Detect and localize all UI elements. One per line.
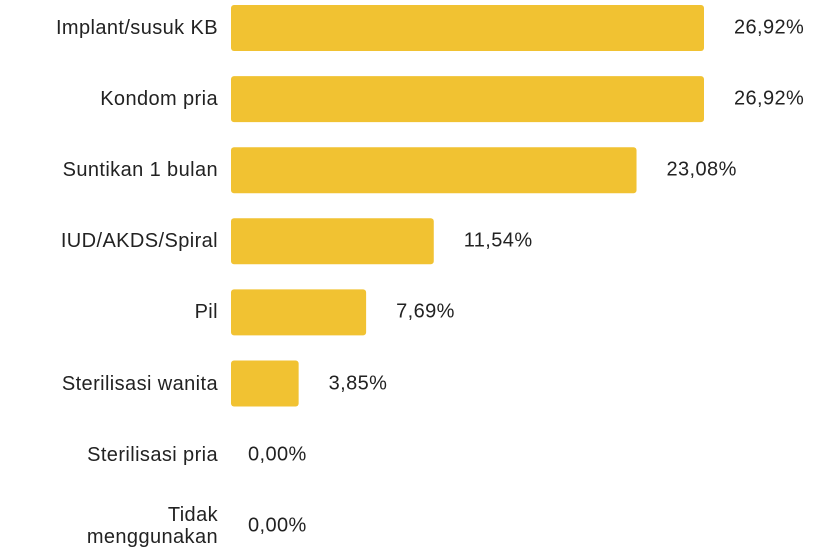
bar	[231, 76, 704, 123]
value-label: 26,92%	[734, 16, 805, 39]
value-label: 11,54%	[463, 229, 533, 252]
bar	[231, 5, 704, 51]
category-label: Sterilisasi pria	[87, 443, 218, 466]
category-label: Implant/susuk KB	[55, 17, 218, 39]
bar	[231, 289, 367, 336]
value-label: 0,00%	[248, 514, 307, 537]
bar	[231, 360, 299, 407]
bar	[231, 218, 434, 265]
value-label: 7,69%	[396, 300, 455, 323]
value-label: 26,92%	[734, 87, 805, 110]
category-label: Suntikan 1 bulan	[62, 159, 218, 182]
category-label: Kondom pria	[100, 88, 218, 111]
category-label: Pil	[194, 301, 218, 324]
category-label: IUD/AKDS/Spiral	[60, 230, 218, 253]
category-label: Sterilisasi wanita	[61, 372, 218, 395]
value-label: 23,08%	[666, 158, 737, 181]
bar	[231, 147, 637, 194]
category-label: Tidak menggunakan	[86, 503, 218, 548]
value-label: 0,00%	[248, 443, 307, 466]
value-label: 3,85%	[328, 372, 388, 394]
